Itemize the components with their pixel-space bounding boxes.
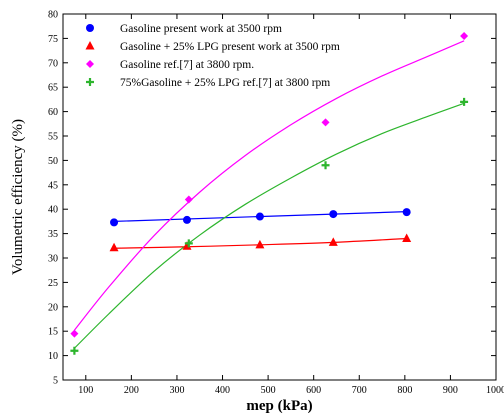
data-point-series-4	[321, 161, 330, 170]
legend-label-series-3: Gasoline ref.[7] at 3800 rpm.	[120, 59, 254, 71]
axis-ticks: 100 200 300 400 500 600 700 800 900 1000 5 10 15 20 25…	[48, 10, 504, 397]
data-point-series-1	[402, 208, 411, 217]
y-tick-label: 60	[48, 107, 58, 118]
legend-label-series-2: Gasoline + 25% LPG present work at 3500 …	[120, 41, 340, 53]
legend-marker-series-3	[86, 60, 94, 68]
data-point-series-1	[255, 212, 264, 221]
data-point-series-3	[321, 118, 330, 127]
x-tick-label: 600	[306, 385, 321, 396]
fit-curve-series-4	[73, 102, 465, 349]
x-tick-label: 1000	[486, 385, 504, 396]
y-tick-label: 70	[48, 58, 58, 69]
y-tick-label: 20	[48, 302, 58, 313]
x-tick-label: 900	[443, 385, 458, 396]
data-point-series-4	[70, 346, 79, 355]
y-tick-label: 10	[48, 351, 58, 362]
y-axis-title: Volumetric efficiency (%)	[10, 119, 26, 275]
data-point-series-2	[109, 242, 119, 252]
x-tick-label: 400	[215, 385, 230, 396]
y-tick-label: 80	[48, 10, 58, 21]
y-tick-label: 50	[48, 156, 58, 167]
y-tick-label: 30	[48, 254, 58, 265]
x-tick-label: 500	[261, 385, 276, 396]
y-tick-label: 5	[53, 376, 58, 387]
data-point-series-1	[182, 215, 191, 224]
legend-marker-series-2	[85, 41, 95, 50]
plot-frame	[62, 13, 497, 381]
y-tick-label: 65	[48, 83, 58, 94]
x-tick-label: 200	[124, 385, 139, 396]
y-tick-label: 75	[48, 34, 58, 45]
x-axis-title: mep (kPa)	[246, 398, 312, 414]
legend-label-series-4: 75%Gasoline + 25% LPG ref.[7] at 3800 rp…	[120, 77, 330, 89]
data-point-series-1	[329, 210, 338, 219]
data-point-series-3	[70, 329, 79, 338]
y-tick-label: 40	[48, 205, 58, 216]
fit-curve-series-3	[73, 40, 465, 331]
y-tick-label: 55	[48, 132, 58, 143]
y-tick-label: 35	[48, 229, 58, 240]
data-point-series-2	[255, 239, 265, 249]
x-tick-label: 800	[397, 385, 412, 396]
data-point-series-4	[460, 97, 469, 106]
data-points	[70, 31, 469, 355]
x-tick-label: 300	[169, 385, 184, 396]
legend-label-series-1: Gasoline present work at 3500 rpm	[120, 23, 282, 35]
legend: Gasoline present work at 3500 rpm Gasolin…	[85, 23, 340, 89]
y-tick-label: 45	[48, 180, 58, 191]
data-point-series-3	[460, 31, 469, 40]
legend-marker-series-1	[86, 24, 94, 32]
x-tick-label: 700	[352, 385, 367, 396]
data-point-series-4	[184, 239, 193, 248]
data-point-series-2	[328, 237, 338, 246]
x-tick-label: 100	[78, 385, 93, 396]
data-point-series-2	[182, 241, 192, 250]
y-tick-label: 15	[48, 327, 58, 338]
data-point-series-3	[184, 195, 193, 204]
y-tick-label: 25	[48, 278, 58, 289]
data-point-series-1	[110, 218, 119, 227]
data-point-series-2	[402, 233, 412, 242]
legend-marker-series-4	[86, 78, 94, 86]
